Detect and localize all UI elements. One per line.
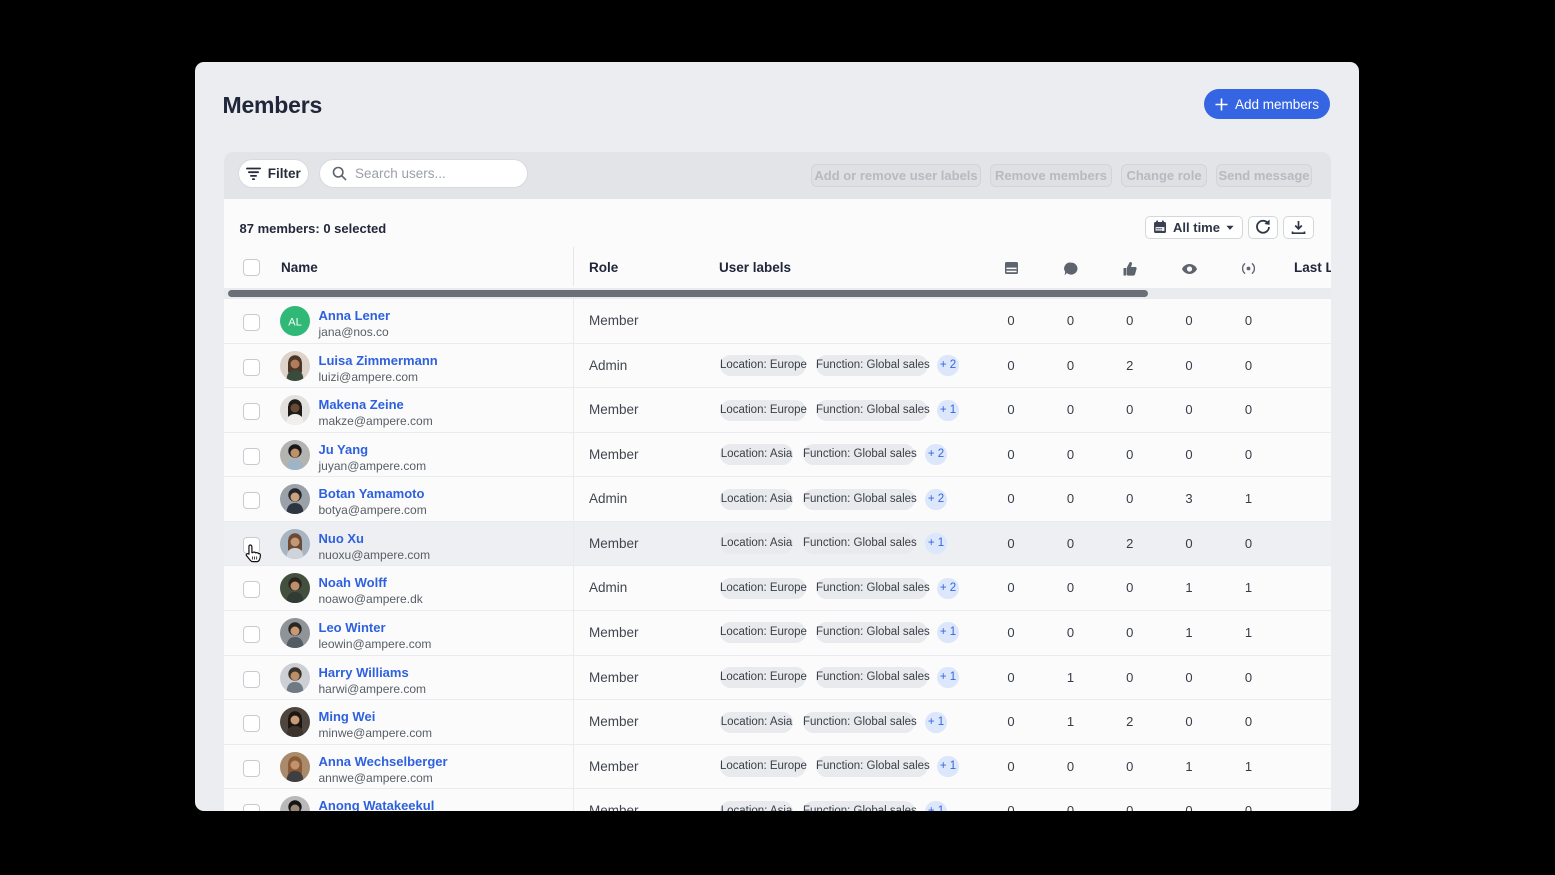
svg-text:AL: AL [288, 317, 301, 329]
